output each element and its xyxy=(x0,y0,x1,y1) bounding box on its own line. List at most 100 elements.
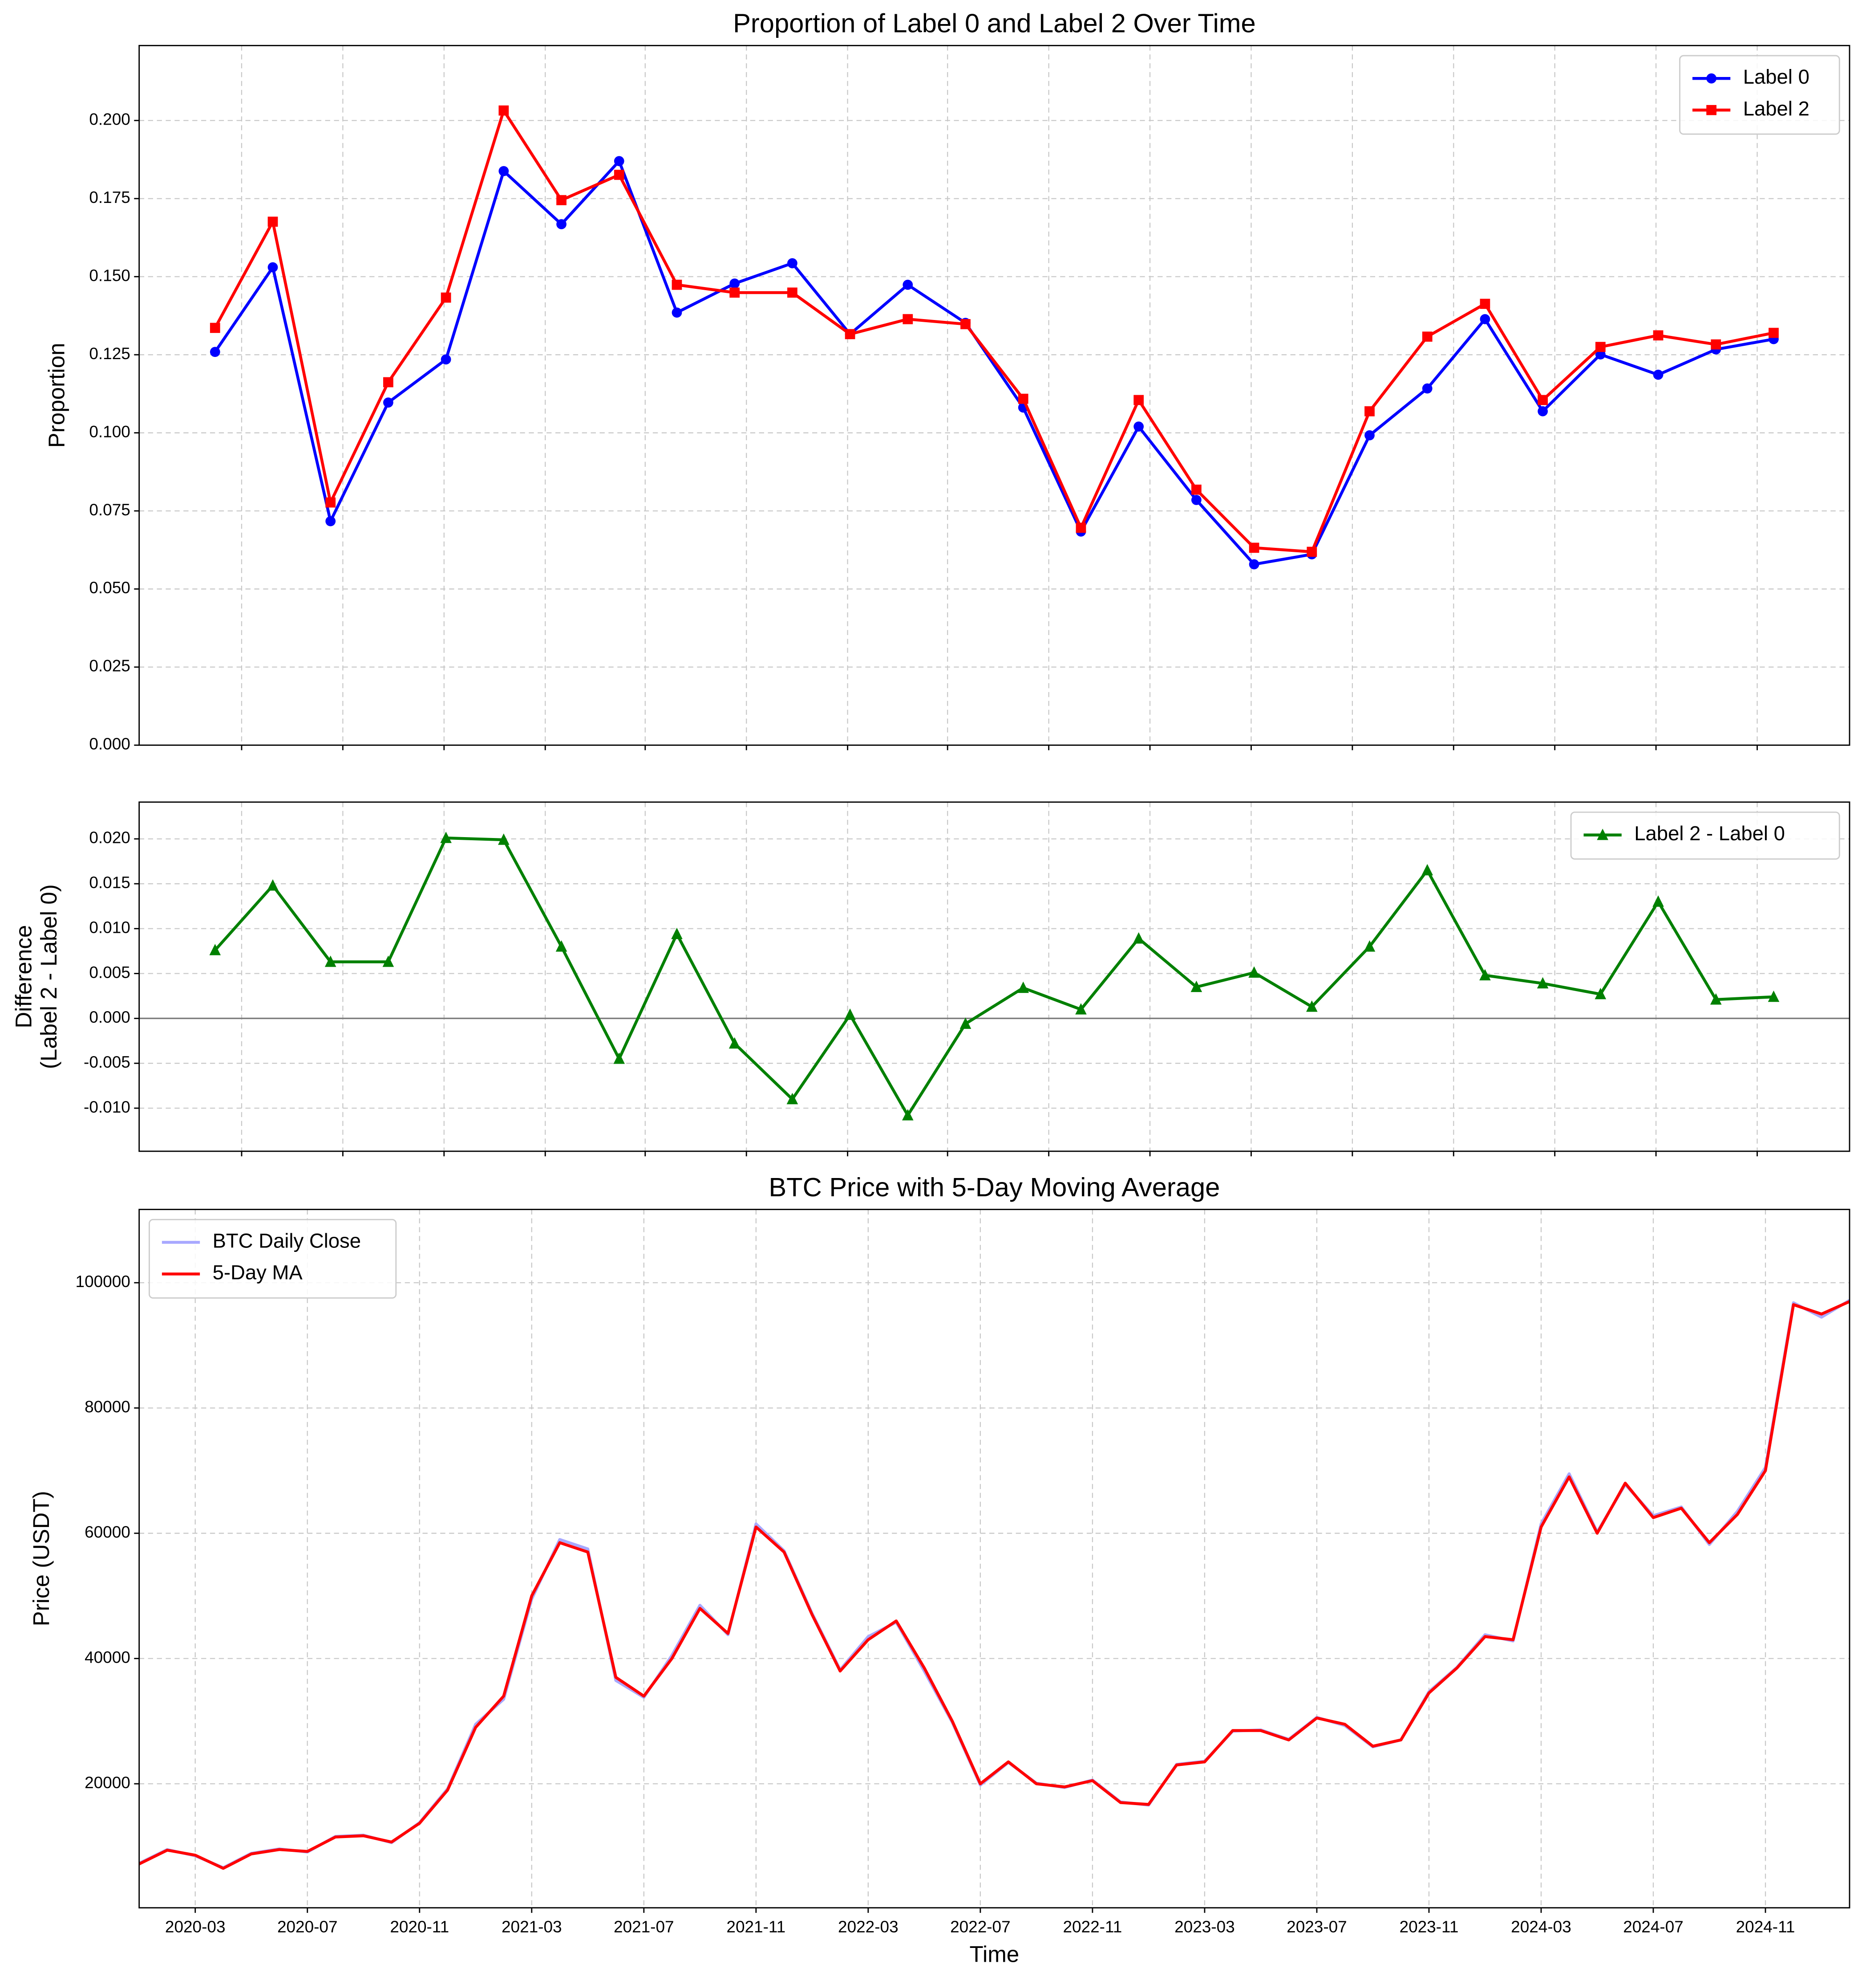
marker xyxy=(498,166,509,176)
marker xyxy=(383,377,393,388)
marker xyxy=(210,347,220,357)
marker xyxy=(1706,105,1716,115)
axes: 0.000 0.025 0.050 0.075 0.100 0.125 0.150 0.175… xyxy=(44,8,1850,753)
marker xyxy=(903,279,913,290)
marker xyxy=(614,170,624,180)
y-tick-label: -0.005 xyxy=(84,1053,130,1071)
marker xyxy=(1133,932,1145,944)
marker xyxy=(441,354,451,365)
marker xyxy=(1538,406,1548,417)
marker xyxy=(1076,522,1086,533)
y-tick-label: 0.005 xyxy=(89,963,130,981)
marker xyxy=(325,516,336,526)
marker xyxy=(845,329,855,340)
x-tick-label: 2020-11 xyxy=(390,1918,449,1936)
marker xyxy=(787,287,797,298)
y-tick-label: 0.150 xyxy=(89,266,130,284)
x-tick-label: 2022-07 xyxy=(950,1918,1011,1936)
marker xyxy=(1133,421,1144,432)
marker xyxy=(498,833,510,845)
marker xyxy=(267,216,278,227)
series-line xyxy=(214,836,1774,1117)
marker xyxy=(1768,990,1780,1002)
marker xyxy=(902,1109,914,1121)
marker xyxy=(382,956,394,967)
marker xyxy=(324,956,336,967)
y-tick-label: 0.000 xyxy=(89,735,130,753)
legend-label: 5-Day MA xyxy=(213,1261,303,1284)
marker xyxy=(1538,395,1548,405)
marker xyxy=(498,105,509,116)
marker xyxy=(555,940,567,952)
legend-label: Label 2 - Label 0 xyxy=(1634,822,1785,845)
x-tick-label: 2020-07 xyxy=(277,1918,338,1936)
marker xyxy=(1191,495,1202,505)
marker xyxy=(787,258,797,268)
marker xyxy=(383,397,393,408)
axes: -0.010 -0.005 0.000 0.005 0.010 0.015 0.020 Dif… xyxy=(11,801,1850,1157)
marker xyxy=(441,292,451,303)
x-tick-label: 2020-03 xyxy=(165,1918,226,1936)
marker xyxy=(267,879,279,891)
marker xyxy=(1711,339,1721,350)
marker xyxy=(1710,993,1722,1005)
series-line xyxy=(214,159,1774,566)
marker xyxy=(1422,383,1433,394)
marker xyxy=(1133,395,1144,405)
marker xyxy=(613,1052,625,1064)
y-axis-label: Difference xyxy=(11,925,36,1028)
x-tick-label: 2021-03 xyxy=(502,1918,562,1936)
legend-label: Label 0 xyxy=(1743,65,1809,88)
marker xyxy=(729,278,740,289)
marker xyxy=(1653,369,1664,380)
marker xyxy=(786,1093,798,1105)
y-tick-label: 0.175 xyxy=(89,188,130,206)
plot-area xyxy=(210,105,1779,570)
x-axis-label: Time xyxy=(969,1941,1019,1967)
plot-area xyxy=(209,831,1780,1121)
legend-label: BTC Daily Close xyxy=(213,1230,361,1252)
y-tick-label: 0.125 xyxy=(89,344,130,363)
legend-box xyxy=(1570,811,1840,860)
marker xyxy=(1364,406,1375,417)
axes: 20000 40000 60000 80000 100000 2020-03 2020-07… xyxy=(28,1172,1850,1967)
marker xyxy=(729,287,740,298)
marker xyxy=(556,195,567,206)
marker xyxy=(1018,393,1028,404)
marker xyxy=(1190,980,1202,992)
axes-frame xyxy=(138,801,1850,1152)
y-tick-label: 60000 xyxy=(85,1523,130,1541)
marker xyxy=(1652,895,1664,907)
x-tick-label: 2024-07 xyxy=(1623,1918,1684,1936)
chart-title: BTC Price with 5-Day Moving Average xyxy=(769,1172,1220,1202)
marker xyxy=(556,219,567,230)
y-tick-label: 0.025 xyxy=(89,657,130,675)
marker xyxy=(1017,981,1029,993)
y-tick-label: 80000 xyxy=(85,1397,130,1416)
y-tick-label: 20000 xyxy=(85,1773,130,1792)
series-line xyxy=(139,1300,1850,1870)
marker xyxy=(1706,73,1716,84)
x-tick-label: 2021-11 xyxy=(726,1918,785,1936)
series-line xyxy=(214,109,1774,554)
legend: Label 2 - Label 0 xyxy=(1570,811,1840,860)
x-tick-label: 2023-03 xyxy=(1174,1918,1235,1936)
y-axis-label: Proportion xyxy=(44,343,69,448)
axes-frame xyxy=(138,45,1850,746)
marker xyxy=(1537,977,1549,989)
marker xyxy=(1249,543,1259,553)
marker xyxy=(1422,332,1433,342)
y-tick-label: 0.015 xyxy=(89,874,130,892)
marker xyxy=(440,831,452,843)
marker xyxy=(1595,988,1607,1000)
marker xyxy=(614,156,624,166)
y-tick-label: 0.010 xyxy=(89,918,130,936)
marker xyxy=(1480,314,1490,324)
marker xyxy=(1597,828,1608,840)
series-line xyxy=(139,1299,1850,1869)
y-tick-label: 0.020 xyxy=(89,829,130,847)
marker xyxy=(1248,966,1260,978)
marker xyxy=(672,279,682,290)
legend: BTC Daily Close 5-Day MA xyxy=(149,1219,397,1299)
